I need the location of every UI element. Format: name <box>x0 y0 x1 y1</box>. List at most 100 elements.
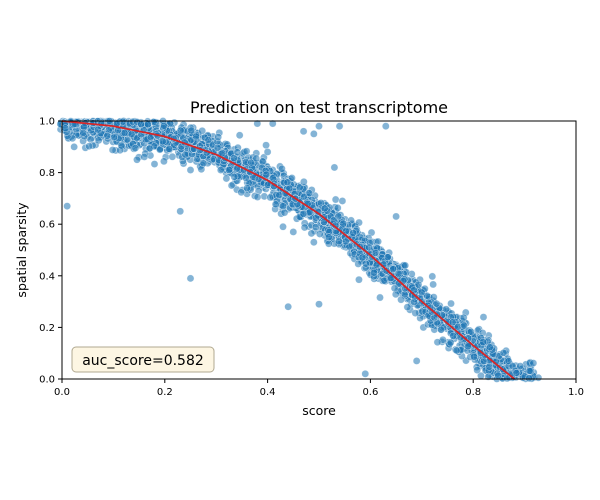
scatter-point <box>334 237 343 246</box>
scatter-point <box>433 338 442 347</box>
y-tick-label: 0.6 <box>39 220 55 231</box>
scatter-point <box>279 222 287 231</box>
scatter-point <box>470 352 478 361</box>
scatter-point <box>503 374 511 383</box>
y-axis-label: spatial sparsity <box>14 202 29 298</box>
scatter-point <box>315 230 324 238</box>
x-tick-label: 0.6 <box>362 387 378 398</box>
scatter-point <box>131 144 140 152</box>
y-axis: 0.0 0.2 0.4 0.6 0.8 1.0 <box>39 117 62 386</box>
scatter-point <box>186 274 195 283</box>
scatter-point <box>525 374 533 383</box>
scatter-point <box>176 126 185 135</box>
outliers-layer <box>63 119 488 378</box>
scatter-point <box>120 129 129 137</box>
x-tick-label: 1.0 <box>568 387 584 398</box>
scatter-point <box>516 362 525 370</box>
scatter-point <box>299 127 308 136</box>
scatter-point <box>137 120 145 129</box>
scatter-point <box>467 327 475 336</box>
scatter-point <box>299 210 308 218</box>
scatter-point <box>331 195 340 204</box>
scatter-point <box>233 148 242 157</box>
scatter-point <box>392 212 400 221</box>
scatter-point <box>338 197 347 205</box>
scatter-point <box>241 174 250 182</box>
scatter-point <box>279 202 287 210</box>
y-tick-label: 0.4 <box>39 271 55 282</box>
scatter-point <box>355 275 363 284</box>
scatter-point <box>204 136 213 144</box>
scatter-point <box>449 332 457 340</box>
scatter-point <box>324 239 333 248</box>
scatter-point <box>230 154 238 162</box>
scatter-point <box>222 174 231 183</box>
scatter-point <box>268 119 277 128</box>
scatter-point <box>460 321 468 330</box>
x-axis-label: score <box>302 403 336 418</box>
y-tick-label: 1.0 <box>39 117 55 128</box>
scatter-point <box>198 126 207 135</box>
scatter-point <box>485 343 494 352</box>
scatter-point <box>307 229 316 238</box>
scatter-point <box>485 362 494 371</box>
scatter-point <box>247 158 256 167</box>
scatter-point <box>283 178 292 187</box>
scatter-point <box>315 300 323 309</box>
x-tick-label: 0.2 <box>157 387 173 398</box>
scatter-point <box>464 342 472 351</box>
scatter-point <box>225 166 233 174</box>
x-tick-label: 0.4 <box>260 387 276 398</box>
points-layer <box>56 117 543 383</box>
annotation-box: auc_score=0.582 <box>71 346 215 373</box>
scatter-point <box>397 295 405 304</box>
scatter-point <box>512 369 521 377</box>
scatter-point <box>324 233 333 242</box>
y-tick-label: 0.2 <box>39 323 55 334</box>
scatter-point <box>499 348 508 357</box>
scatter-point <box>165 144 173 153</box>
scatter-point <box>381 122 390 131</box>
scatter-point <box>133 155 141 164</box>
y-tick-label: 0.8 <box>39 168 55 179</box>
scatter-point <box>235 131 244 140</box>
scatter-point <box>525 367 534 375</box>
scatter-point <box>70 143 78 151</box>
scatter-point <box>230 173 239 181</box>
scatter-point <box>390 284 399 293</box>
scatter-point <box>253 119 262 128</box>
scatter-point <box>271 200 280 209</box>
scatter-point <box>411 309 420 317</box>
scatter-point <box>459 313 468 322</box>
scatter-point <box>432 299 441 308</box>
scatter-point <box>330 163 339 172</box>
plot-area-frame <box>61 120 577 380</box>
scatter-point <box>494 371 502 380</box>
scatter-point <box>437 325 445 334</box>
scatter-point <box>262 170 271 179</box>
scatter-point <box>216 166 225 174</box>
scatter-point <box>187 126 196 135</box>
x-tick-label: 0.0 <box>54 387 70 398</box>
scatter-point <box>358 253 367 262</box>
x-axis: 0.0 0.2 0.4 0.6 0.8 1.0 <box>54 379 584 398</box>
scatter-point <box>429 280 437 289</box>
scatter-point <box>479 313 488 321</box>
scatter-point <box>365 243 373 252</box>
scatter-point <box>412 357 421 365</box>
scatter-point <box>504 357 513 365</box>
y-tick-label: 0.0 <box>39 375 55 386</box>
scatter-point <box>127 130 136 139</box>
scatter-point <box>376 293 384 302</box>
scatter-point <box>311 223 320 231</box>
scatter-point <box>289 228 298 236</box>
scatter-point <box>262 141 270 150</box>
scatter-point <box>371 249 380 257</box>
scatter-point <box>361 369 370 378</box>
scatter-point <box>394 269 403 278</box>
scatter-point <box>300 223 309 232</box>
scatter-point <box>263 148 272 156</box>
scatter-point <box>403 303 412 311</box>
scatter-point <box>295 183 304 192</box>
scatter-point <box>227 181 236 190</box>
